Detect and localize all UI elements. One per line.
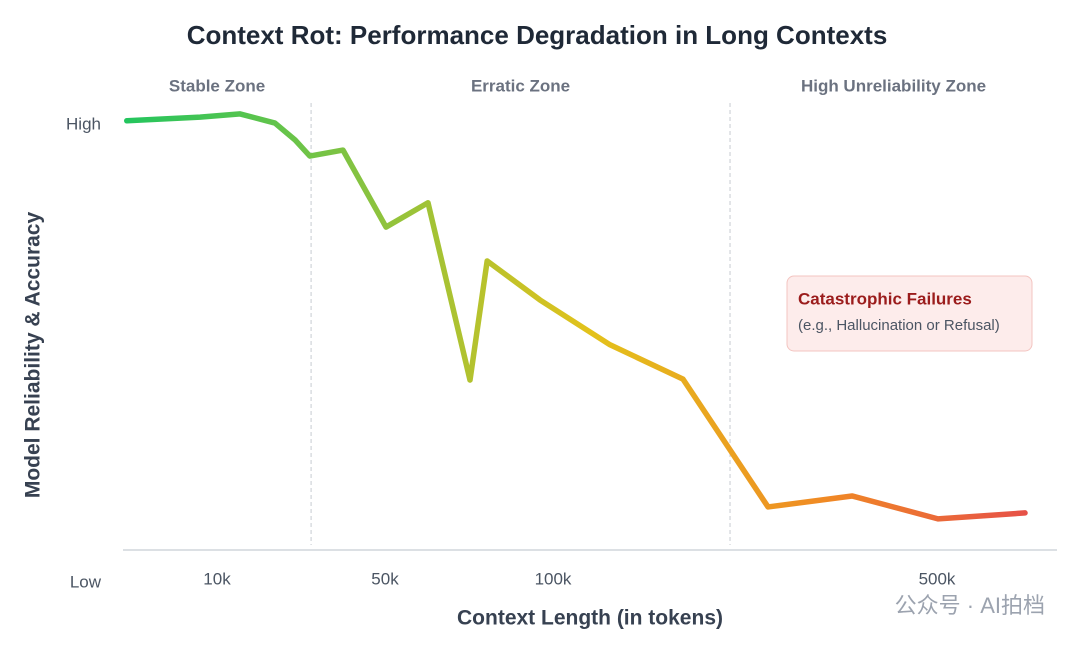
x-tick-label: 100k — [535, 569, 572, 588]
x-tick-label: 500k — [919, 569, 956, 588]
y-axis-label: Model Reliability & Accuracy — [22, 212, 45, 499]
x-tick-label: 50k — [371, 569, 399, 588]
watermark: 公众号 · AI拍档 — [895, 593, 1045, 618]
x-tick-label: 10k — [203, 569, 231, 588]
annotation-box — [786, 275, 1033, 352]
zone-label: High Unreliability Zone — [801, 76, 986, 95]
annotation-text: (e.g., Hallucination or Refusal) — [798, 317, 1000, 334]
line — [124, 111, 1028, 522]
zone-label: Stable Zone — [169, 76, 265, 95]
chart-title: Context Rot: Performance Degradation in … — [187, 20, 888, 50]
x-axis-label: Context Length (in tokens) — [457, 607, 723, 630]
zone-label: Erratic Zone — [471, 76, 570, 95]
annotation-title: Catastrophic Failures — [798, 289, 972, 308]
y-tick-label: Low — [70, 572, 102, 591]
y-tick-label: High — [66, 114, 101, 133]
